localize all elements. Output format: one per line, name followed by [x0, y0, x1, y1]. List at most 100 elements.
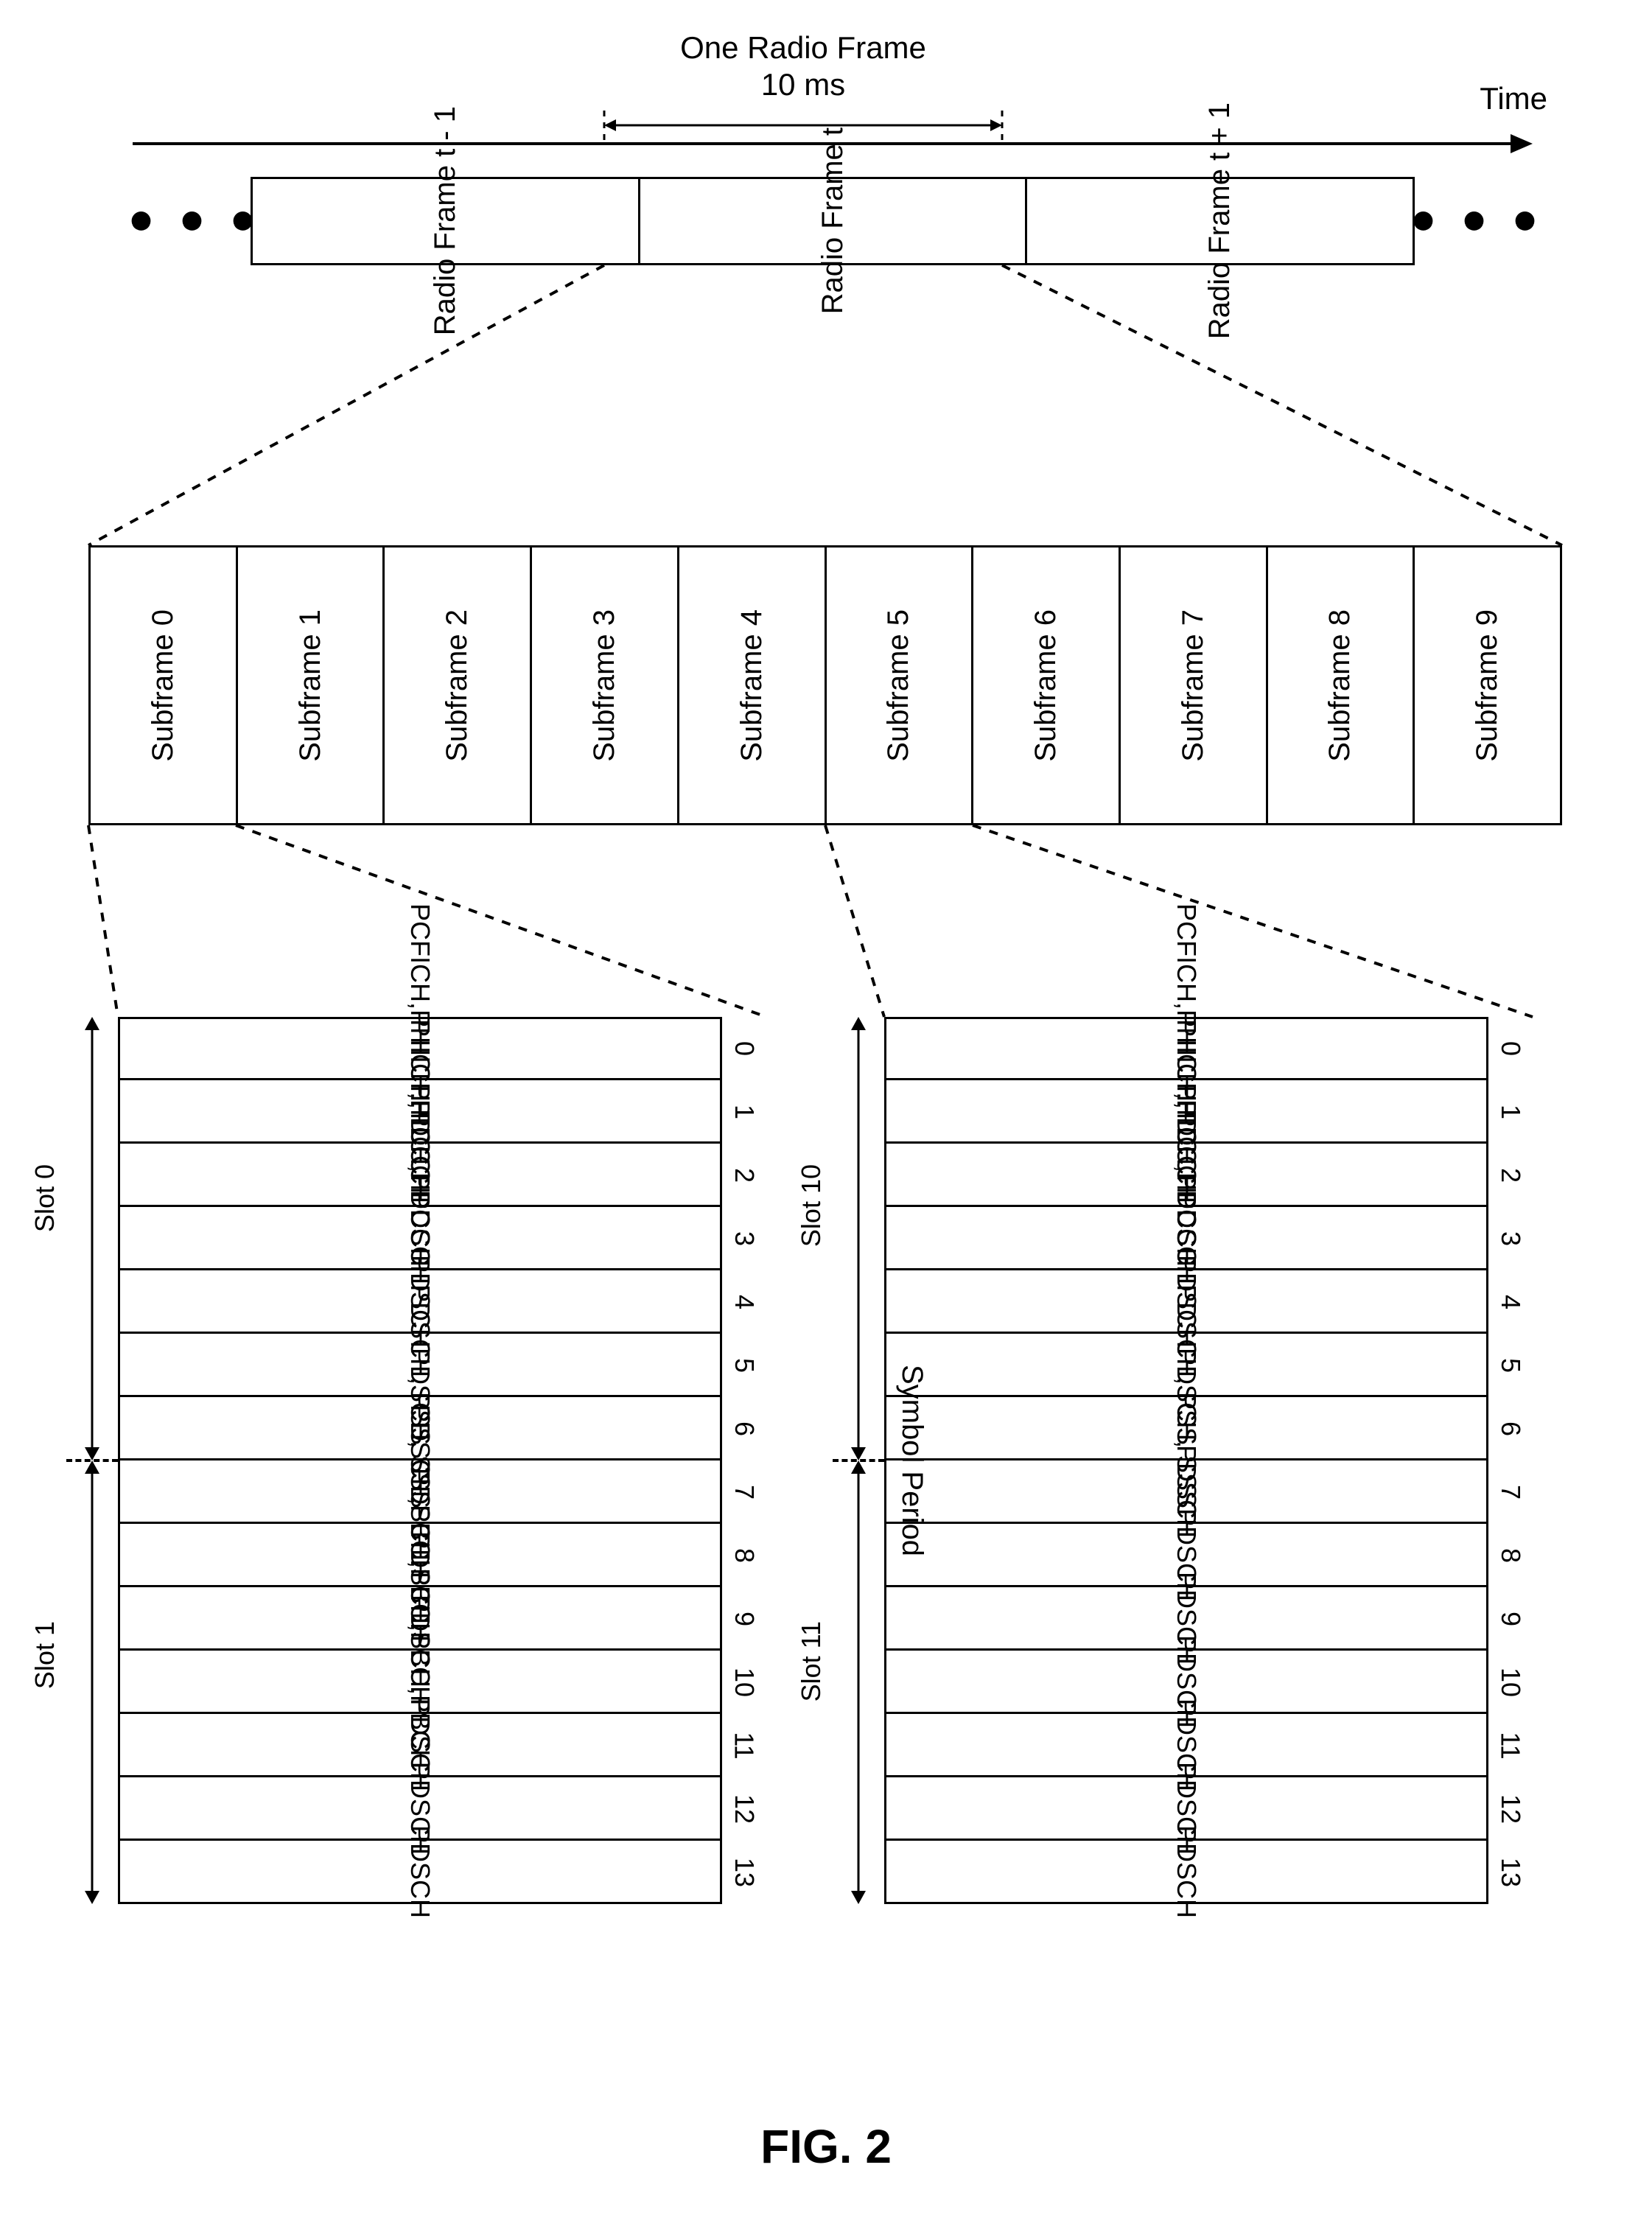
symbol-index: 12 — [722, 1777, 766, 1841]
subframe-0: Subframe 0 — [88, 545, 238, 825]
symbol-index: 11 — [1488, 1714, 1533, 1777]
sf0-symbol-row: PDSCH4 — [118, 1270, 766, 1334]
symbol-index: 4 — [1488, 1270, 1533, 1334]
sf5-symbol-row: PCFICH,PHICH,PDCCH0 — [884, 1017, 1533, 1080]
sf5-symbol-row: PHICH,PDCCH1 — [884, 1080, 1533, 1144]
symbol-index: 7 — [722, 1460, 766, 1524]
sf5-symbol-row: PDSCH8 — [884, 1524, 1533, 1587]
sf5-symbol-row: PDSCH10 — [884, 1651, 1533, 1714]
figure-2: One Radio Frame 10 ms Time ● ● ● Radio F… — [29, 29, 1623, 2189]
time-axis-label: Time — [1480, 81, 1547, 116]
subframe-7: Subframe 7 — [1121, 545, 1268, 825]
slot10-bracket — [840, 1017, 877, 1460]
sf0-symbol-row: PHICH,PDCCH1 — [118, 1080, 766, 1144]
connector-l1-l2 — [29, 265, 1623, 560]
sf0-symbol-row: PDSCH,PBCH10 — [118, 1651, 766, 1714]
symbol-index: 2 — [722, 1144, 766, 1207]
sf0-symbol-row: PDSCH, SSS6 — [118, 1397, 766, 1460]
subframe5-detail: PCFICH,PHICH,PDCCH0PHICH,PDCCH1PHICH,PDC… — [884, 1017, 1533, 1904]
figure-caption: FIG. 2 — [760, 2119, 892, 2174]
radio-frame-curr: Radio Frame t — [640, 177, 1028, 265]
subframe-2: Subframe 2 — [385, 545, 532, 825]
sf5-symbol-row: PDSCH9 — [884, 1587, 1533, 1651]
symbol-index: 0 — [1488, 1017, 1533, 1080]
symbol-index: 3 — [1488, 1207, 1533, 1270]
subframe-label: Subframe 6 — [1029, 609, 1063, 762]
slot10-label: Slot 10 — [796, 1164, 827, 1247]
symbol-index: 9 — [1488, 1587, 1533, 1651]
radio-frame-row: One Radio Frame 10 ms Time ● ● ● Radio F… — [133, 177, 1533, 265]
subframe0-detail: PCFICH,PHICH,PDCCH0PHICH,PDCCH1PHICH,PDC… — [118, 1017, 766, 1904]
sf5-symbol-row: PDSCH7 — [884, 1460, 1533, 1524]
ellipsis-right: ● ● ● — [1415, 177, 1533, 265]
slot0-bracket — [74, 1017, 111, 1460]
sf5-symbol-cell: PDSCH — [884, 1841, 1488, 1904]
slot-divider-5 — [833, 1459, 884, 1462]
sf5-symbol-row: PHICH,PDCCH2 — [884, 1144, 1533, 1207]
subframe-1: Subframe 1 — [238, 545, 385, 825]
slot-divider-0 — [66, 1459, 118, 1462]
sf0-symbol-row: PDSCH, PSS5 — [118, 1334, 766, 1397]
symbol-index: 10 — [722, 1651, 766, 1714]
sf5-symbol-row: PDSCH11 — [884, 1714, 1533, 1777]
sf0-symbol-row: PDSCH13 — [118, 1841, 766, 1904]
subframe-label: Subframe 7 — [1177, 609, 1210, 762]
radio-frame-next: Radio Frame t + 1 — [1027, 177, 1415, 265]
subframe-3: Subframe 3 — [532, 545, 679, 825]
subframe-row: Subframe 0 Subframe 1 Subframe 2 Subframe 3… — [88, 545, 1562, 825]
symbol-index: 12 — [1488, 1777, 1533, 1841]
symbol-index: 0 — [722, 1017, 766, 1080]
sf5-symbol-row: PDSCH, PSS5 — [884, 1334, 1533, 1397]
radio-frame-prev: Radio Frame t - 1 — [251, 177, 640, 265]
subframe-5: Subframe 5 — [827, 545, 974, 825]
symbol-index: 8 — [1488, 1524, 1533, 1587]
subframe-9: Subframe 9 — [1415, 545, 1562, 825]
symbol-index: 9 — [722, 1587, 766, 1651]
symbol-index: 5 — [1488, 1334, 1533, 1397]
subframe-label: Subframe 1 — [294, 609, 327, 762]
sf5-symbol-row: PDSCH4 — [884, 1270, 1533, 1334]
symbol-index: 10 — [1488, 1651, 1533, 1714]
slot11-label: Slot 11 — [796, 1621, 827, 1701]
subframe-label: Subframe 3 — [588, 609, 621, 762]
sf5-symbol-row: PDSCH13 — [884, 1841, 1533, 1904]
sf0-symbol-row: PCFICH,PHICH,PDCCH0 — [118, 1017, 766, 1080]
sf5-symbol-row: PDSCH3 — [884, 1207, 1533, 1270]
symbol-index: 5 — [722, 1334, 766, 1397]
slot11-bracket — [840, 1460, 877, 1904]
subframe-4: Subframe 4 — [679, 545, 827, 825]
symbol-index: 11 — [722, 1714, 766, 1777]
sf5-symbol-row: PDSCH12 — [884, 1777, 1533, 1841]
one-frame-duration: 10 ms — [761, 67, 845, 102]
one-frame-title: One Radio Frame — [680, 30, 926, 65]
sf0-symbol-row: PDSCH,PBCH9 — [118, 1587, 766, 1651]
subframe-label: Subframe 0 — [147, 609, 180, 762]
sf0-symbol-row: PDSCH,PBCH7 — [118, 1460, 766, 1524]
subframe-label: Subframe 9 — [1471, 609, 1504, 762]
ellipsis-left: ● ● ● — [133, 177, 251, 265]
symbol-channels: PDSCH — [405, 1825, 435, 1917]
connector-l2-l3 — [29, 825, 1623, 1032]
symbol-index: 2 — [1488, 1144, 1533, 1207]
slot0-label: Slot 0 — [29, 1164, 60, 1232]
sf0-symbol-row: PDSCH,PBCH8 — [118, 1524, 766, 1587]
sf0-symbol-row: PDSCH3 — [118, 1207, 766, 1270]
subframe-6: Subframe 6 — [973, 545, 1121, 825]
subframe-label: Subframe 5 — [882, 609, 915, 762]
sf0-symbol-row: PHICH,PDCCH2 — [118, 1144, 766, 1207]
sf0-symbol-cell: PDSCH — [118, 1841, 722, 1904]
symbol-index: 1 — [722, 1080, 766, 1144]
subframe-8: Subframe 8 — [1268, 545, 1415, 825]
symbol-index: 4 — [722, 1270, 766, 1334]
symbol-index: 8 — [722, 1524, 766, 1587]
symbol-channels: PDSCH — [1171, 1825, 1202, 1917]
symbol-index: 13 — [1488, 1841, 1533, 1904]
sf0-symbol-row: PDSCH11 — [118, 1714, 766, 1777]
slot1-bracket — [74, 1460, 111, 1904]
symbol-index: 1 — [1488, 1080, 1533, 1144]
sf5-symbol-row: PDSCH, SSS6 — [884, 1397, 1533, 1460]
symbol-index: 6 — [1488, 1397, 1533, 1460]
slot1-label: Slot 1 — [29, 1621, 60, 1689]
symbol-index: 7 — [1488, 1460, 1533, 1524]
subframe-label: Subframe 8 — [1323, 609, 1357, 762]
